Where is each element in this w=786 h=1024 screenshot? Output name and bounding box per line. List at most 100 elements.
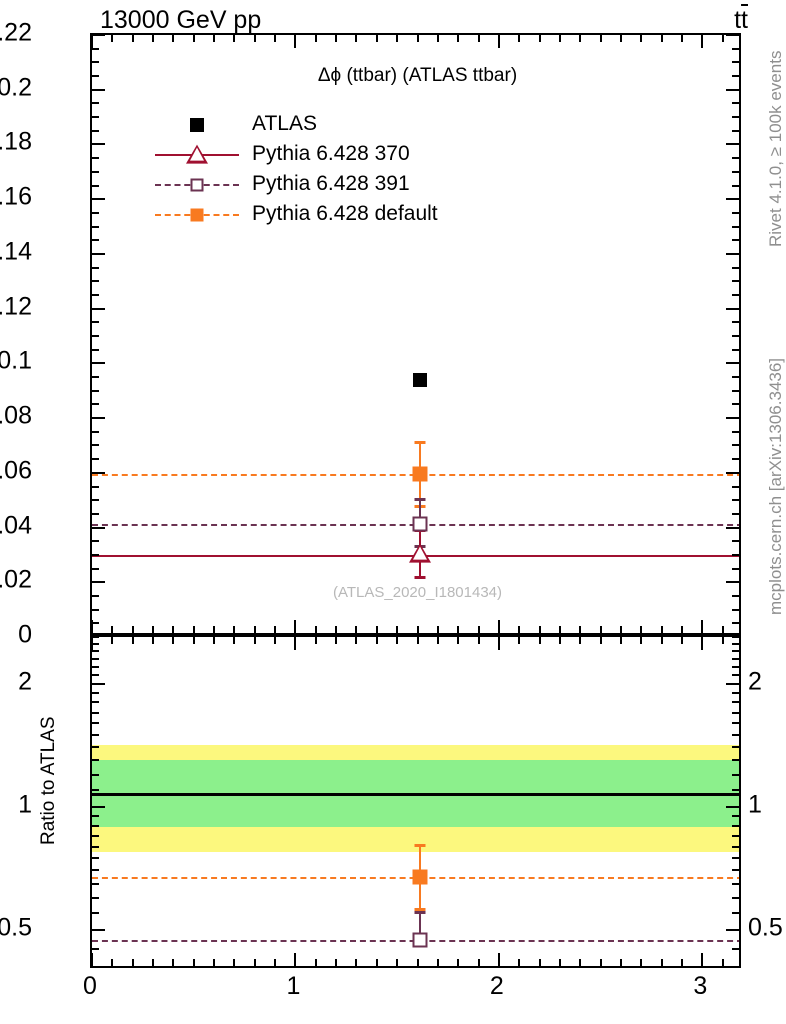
ratio-y-ticklabel-right: 0.5 [748, 913, 783, 942]
ratio-ytick-left-minor [92, 773, 99, 776]
legend-art-pythia-370 [147, 140, 247, 170]
main-xtick-bottom [92, 620, 93, 633]
main-ytick-right-minor [732, 321, 739, 324]
ratio-ytick-left-minor [92, 650, 99, 653]
ratio-xtick-top [721, 637, 724, 644]
ratio-xtick-top [579, 637, 582, 644]
band-inner-upper [92, 760, 739, 795]
ratio-ytick-left-major [92, 682, 105, 685]
ratio-xtick-bottom [375, 959, 378, 966]
ratio-ytick-left-minor [92, 834, 99, 837]
ratio-ytick-left-minor [92, 746, 99, 749]
ratio-xtick-bottom [314, 959, 317, 966]
main-xtick-top [192, 35, 195, 42]
main-ytick-right-minor [732, 458, 739, 461]
legend-label-pythia-370: Pythia 6.428 370 [252, 142, 410, 165]
ratio-xtick-top [152, 637, 155, 644]
ratio-cap-top-391 [414, 911, 426, 914]
ratio-xtick-bottom [152, 959, 155, 966]
main-ytick-right-major [726, 471, 739, 474]
beam-energy-label: 13000 GeV pp [100, 6, 262, 34]
ratio-y-ticklabel-left: 2 [18, 667, 32, 696]
main-y-ticklabel: 0.2 [0, 73, 32, 102]
ratio-ytick-left-minor [92, 722, 99, 725]
main-ytick-left-major [92, 581, 105, 584]
main-ytick-right-minor [732, 403, 739, 406]
ratio-xtick-top [396, 637, 399, 644]
ratio-ytick-left-minor [92, 759, 99, 762]
ratio-xtick-top [335, 637, 338, 644]
ratio-plot-panel [90, 635, 741, 968]
main-xtick-bottom [558, 626, 561, 633]
ratio-xtick-bottom [701, 953, 704, 966]
main-ytick-left-minor [92, 444, 99, 447]
errorbar-cap-top-391 [414, 498, 426, 501]
legend-marker-atlas [190, 118, 204, 132]
main-xtick-top [436, 35, 439, 42]
ratio-xtick-top [131, 637, 134, 644]
main-xtick-top [721, 35, 724, 42]
ratio-xtick-top [355, 637, 358, 644]
main-y-ticklabel: 0.12 [0, 292, 32, 321]
main-ytick-right-minor [732, 499, 739, 502]
legend-art-pythia-default [147, 200, 247, 230]
main-xtick-top [538, 35, 541, 42]
main-y-ticklabel: 0.18 [0, 127, 32, 156]
main-xtick-bottom [294, 620, 297, 633]
ratio-cap-bottom-default [414, 908, 426, 911]
ratio-xtick-bottom [660, 959, 663, 966]
ratio-datapoint-default [412, 869, 428, 885]
ratio-ytick-left-minor [92, 869, 99, 872]
ratio-ytick-right-minor [732, 815, 739, 818]
ratio-xtick-top [416, 637, 419, 644]
main-xtick-top [579, 35, 582, 42]
main-xtick-bottom [518, 626, 521, 633]
main-ytick-right-minor [732, 335, 739, 337]
ratio-xtick-bottom [599, 959, 602, 966]
ratio-ytick-left-minor [92, 882, 99, 885]
main-xtick-bottom [579, 626, 582, 633]
ratio-xtick-top [619, 637, 622, 644]
main-ytick-right-minor [732, 540, 739, 543]
main-xtick-top [640, 35, 643, 42]
main-ytick-right-minor [732, 348, 739, 351]
ratio-ytick-right-minor [732, 759, 739, 762]
main-y-ticklabel: 0.16 [0, 182, 32, 211]
ratio-xtick-top [213, 637, 216, 644]
ratio-errorbar-391 [418, 912, 422, 947]
ratio-xtick-bottom [558, 959, 561, 966]
main-ytick-right-minor [732, 211, 739, 214]
legend-entry-pythia-default: Pythia 6.428 default [147, 200, 487, 230]
main-ytick-right-major [726, 143, 739, 146]
main-ytick-right-minor [732, 444, 739, 447]
ratio-datapoint-391 [412, 932, 428, 948]
legend-label-pythia-391: Pythia 6.428 391 [252, 172, 410, 195]
datapoint-pythia-391 [412, 516, 428, 532]
legend-art-pythia-391 [147, 170, 247, 200]
main-y-ticklabel: 0 [18, 620, 32, 649]
main-y-ticklabel: 0.22 [0, 18, 32, 47]
ratio-ytick-left-minor [92, 815, 99, 818]
main-ytick-left-minor [92, 512, 99, 515]
main-ytick-right-major [726, 362, 739, 365]
ratio-ytick-right-minor [732, 882, 739, 885]
ratio-xtick-bottom [497, 953, 500, 966]
ratio-xtick-bottom [111, 959, 114, 966]
main-ytick-left-minor [92, 594, 99, 597]
band-inner-lower [92, 795, 739, 827]
main-xtick-top [375, 35, 378, 42]
main-xtick-bottom [721, 626, 724, 633]
ratio-y-ticklabel-right: 2 [748, 667, 762, 696]
main-xtick-bottom [538, 626, 541, 633]
ratio-xtick-top [172, 637, 175, 644]
ratio-xtick-bottom [131, 959, 134, 966]
main-ytick-left-minor [92, 116, 99, 119]
main-ytick-left-major [92, 143, 105, 146]
ratio-xtick-bottom [436, 959, 439, 966]
ratio-xtick-top [599, 637, 602, 644]
ratio-y-ticklabel-left: 1 [18, 790, 32, 819]
mcplots-note: mcplots.cern.ch [arXiv:1306.3436] [766, 357, 785, 615]
ratio-reference-line [92, 793, 739, 796]
main-ytick-left-minor [92, 553, 99, 556]
